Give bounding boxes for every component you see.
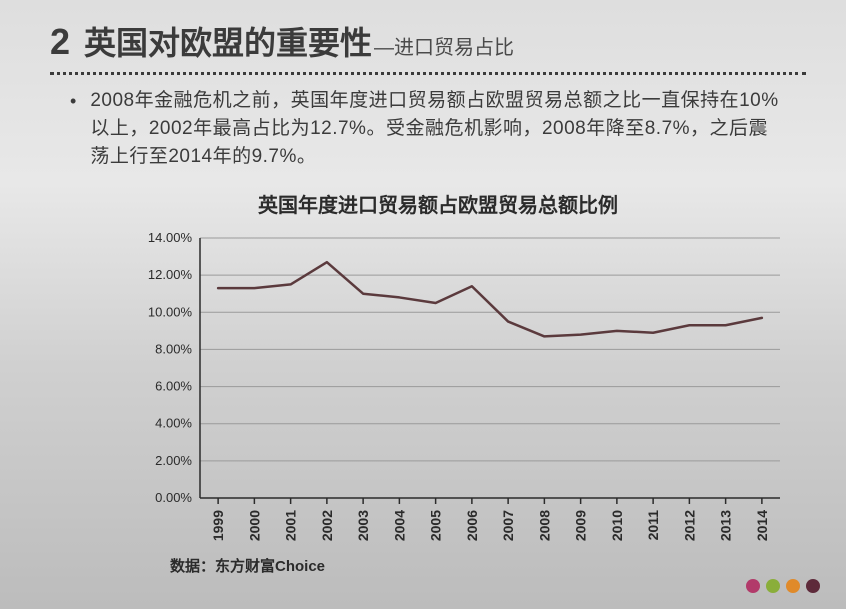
svg-text:2.00%: 2.00% [155,453,192,468]
title-sub: —进口贸易占比 [374,31,514,60]
svg-text:8.00%: 8.00% [155,341,192,356]
svg-text:4.00%: 4.00% [155,416,192,431]
svg-text:1999: 1999 [210,510,226,541]
data-source: 数据：东方财富Choice [170,555,746,576]
dot-icon [746,579,760,593]
svg-text:2008: 2008 [536,510,552,541]
bullet-text: 2008年金融危机之前，英国年度进口贸易额占欧盟贸易总额之比一直保持在10%以上… [90,87,786,171]
svg-text:0.00%: 0.00% [155,490,192,505]
svg-text:2014: 2014 [754,510,770,541]
svg-text:2004: 2004 [391,510,407,541]
chart-area: 英国年度进口贸易额占欧盟贸易总额比例 0.00% 2.00% 4.00% 6.00% 8… [130,189,746,576]
title-number: 2 [50,21,70,63]
dotted-divider [50,72,806,75]
line-chart: 0.00% 2.00% 4.00% 6.00% 8.00% 10.00% 12.00% 14.… [130,228,790,553]
svg-text:6.00%: 6.00% [155,379,192,394]
svg-text:2010: 2010 [609,510,625,541]
chart-title: 英国年度进口贸易额占欧盟贸易总额比例 [130,189,746,218]
svg-text:12.00%: 12.00% [148,267,193,282]
bullet-block: • 2008年金融危机之前，英国年度进口贸易额占欧盟贸易总额之比一直保持在10%… [50,87,806,171]
svg-text:2006: 2006 [464,510,480,541]
title-main: 英国对欧盟的重要性 [84,18,372,64]
dot-icon [806,579,820,593]
dot-icon [786,579,800,593]
svg-text:2011: 2011 [645,510,661,541]
svg-text:2012: 2012 [681,510,697,541]
dot-icon [766,579,780,593]
svg-text:2002: 2002 [319,510,335,541]
bullet-marker: • [70,87,76,171]
svg-text:14.00%: 14.00% [148,230,193,245]
corner-dots [746,579,820,593]
svg-text:2000: 2000 [246,510,262,541]
svg-text:2013: 2013 [718,510,734,541]
svg-text:2009: 2009 [573,510,589,541]
slide-page: 2 英国对欧盟的重要性 —进口贸易占比 • 2008年金融危机之前，英国年度进口… [0,0,846,609]
svg-text:2003: 2003 [355,510,371,541]
title-row: 2 英国对欧盟的重要性 —进口贸易占比 [50,18,806,64]
svg-text:2001: 2001 [283,510,299,541]
svg-text:10.00%: 10.00% [148,304,193,319]
svg-text:2005: 2005 [428,510,444,541]
svg-text:2007: 2007 [500,510,516,541]
